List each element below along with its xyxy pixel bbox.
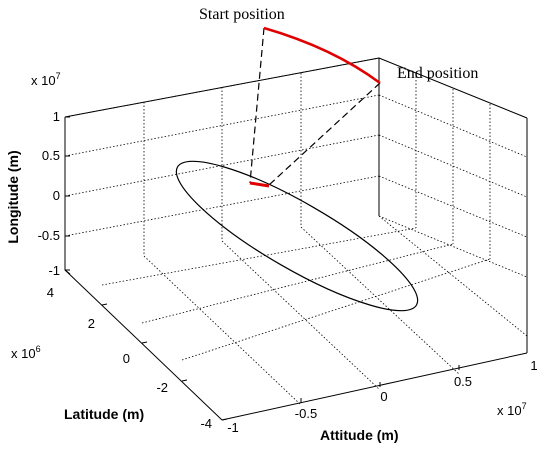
y-tick-label: 4	[47, 285, 54, 300]
tick-mark	[64, 269, 71, 275]
grid-line	[64, 134, 380, 197]
line-of-sight	[249, 27, 381, 186]
grid-line	[378, 215, 528, 337]
z-axis-label: Longitude (m)	[5, 150, 21, 243]
tick-mark	[101, 303, 108, 306]
tick-marks	[64, 116, 528, 421]
y-tick-label: 0	[123, 351, 130, 366]
y-exponent-power: 6	[36, 344, 41, 354]
satellite-arc	[263, 26, 381, 85]
z-tick-label: -0.5	[38, 228, 60, 243]
z-exponent-base: x 10	[31, 73, 56, 88]
x-exponent-base: x 10	[497, 403, 522, 418]
grid-line	[64, 94, 380, 157]
grid-line	[143, 255, 302, 406]
y-axis-label: Latitude (m)	[64, 406, 144, 422]
x-tick-label: 0	[380, 389, 387, 404]
grid-line	[221, 240, 381, 391]
y-tick-label: -4	[200, 416, 212, 431]
ground-track	[249, 181, 270, 188]
x-tick-label: -1	[227, 420, 239, 435]
axis-edge	[64, 57, 380, 118]
start-line-of-sight	[249, 27, 265, 184]
x-axis-label: Attitude (m)	[320, 427, 399, 443]
y-tick-label: 2	[88, 316, 95, 331]
z-tick-label: 1	[53, 109, 60, 124]
y-exponent-base: x 10	[11, 346, 36, 361]
grid-line	[378, 134, 528, 198]
z-tick-label: 0	[53, 188, 60, 203]
axis-frame	[64, 57, 528, 421]
axis-edge	[64, 269, 223, 421]
orbit-ellipse	[175, 160, 419, 312]
grid-line	[378, 94, 528, 158]
axis-edge	[221, 352, 528, 421]
grid-line	[378, 215, 528, 278]
grid-line	[300, 226, 460, 375]
annotation-end: End position	[397, 65, 478, 82]
y-tick-label: -2	[156, 380, 168, 395]
x-exponent-power: 7	[522, 401, 527, 411]
grid-line	[101, 227, 417, 286]
x-exponent-label: x 107	[497, 401, 527, 418]
z-tick-label: 0.5	[42, 148, 60, 163]
y-tick-labels: 4 2 0 -2 -4	[47, 285, 212, 431]
axis-edge	[378, 57, 528, 119]
grid-line	[141, 243, 454, 324]
x-tick-label: -0.5	[295, 406, 317, 421]
z-tick-labels: 1 0.5 0 -0.5 -1	[38, 109, 60, 278]
end-line-of-sight	[268, 82, 381, 186]
x-tick-label: 1	[530, 358, 537, 373]
tick-mark	[181, 379, 188, 382]
y-exponent-label: x 106	[11, 344, 41, 361]
grid-line	[181, 258, 491, 361]
z-exponent-label: x 107	[31, 71, 61, 88]
grid-line	[64, 175, 380, 237]
z-exponent-power: 7	[56, 71, 61, 81]
tick-mark	[221, 418, 228, 421]
x-tick-labels: -1 -0.5 0 0.5 1	[227, 358, 537, 435]
grid-line	[378, 175, 528, 238]
annotation-start: Start position	[199, 6, 285, 23]
grid-lines	[64, 57, 528, 406]
x-tick-label: 0.5	[454, 374, 472, 389]
tick-mark	[141, 341, 148, 344]
z-tick-label: -1	[48, 263, 60, 278]
